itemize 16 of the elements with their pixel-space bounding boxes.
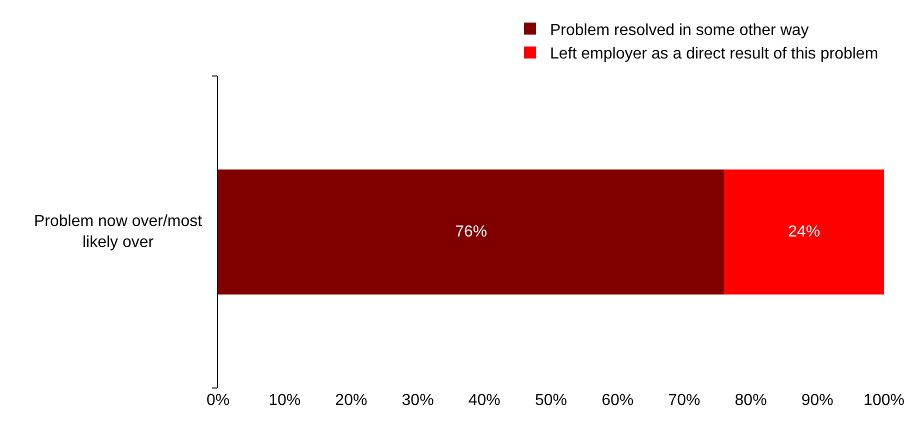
x-tick-label: 80% xyxy=(734,392,767,409)
legend-label: Left employer as a direct result of this problem xyxy=(550,46,878,63)
x-tick-label: 70% xyxy=(668,392,700,409)
x-tick-label: 10% xyxy=(268,392,301,409)
legend-label: Problem resolved in some other way xyxy=(550,22,809,39)
x-tick-label: 60% xyxy=(602,392,634,409)
data-label: 76% xyxy=(455,224,488,240)
x-tick-label: 50% xyxy=(534,392,568,409)
x-tick-label: 90% xyxy=(801,392,834,409)
data-label: 24% xyxy=(788,224,820,240)
x-tick-label: 0% xyxy=(206,392,230,409)
y-tick-label: Problem now over/most likely over xyxy=(34,213,203,251)
x-tick-label: 20% xyxy=(335,392,368,409)
x-tick-label: 100% xyxy=(864,392,904,409)
x-tick-label: 30% xyxy=(402,392,434,409)
x-tick-label: 40% xyxy=(468,392,500,409)
